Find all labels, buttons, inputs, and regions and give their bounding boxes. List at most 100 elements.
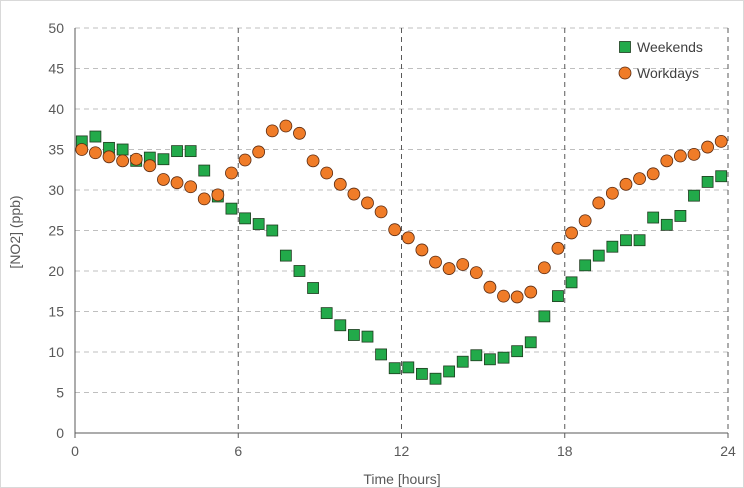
square-point — [388, 362, 401, 375]
square-point — [198, 164, 211, 177]
gridlines — [75, 27, 729, 433]
circle-point — [673, 149, 687, 163]
circle-point — [170, 176, 184, 190]
circle-point — [415, 243, 429, 257]
square-point — [470, 349, 483, 362]
circle-point — [129, 152, 143, 166]
square-point — [320, 307, 333, 320]
circle-point — [265, 124, 279, 138]
square-point — [266, 224, 279, 237]
circle-point — [660, 154, 674, 168]
circle-point — [687, 147, 701, 161]
legend-label-workdays: Workdays — [637, 65, 699, 81]
circle-point — [184, 180, 198, 194]
y-tick-label: 15 — [48, 304, 64, 320]
y-tick-label: 40 — [48, 101, 64, 117]
circle-point — [347, 187, 361, 201]
circle-point — [116, 154, 130, 168]
x-tick-label: 6 — [234, 443, 242, 459]
square-point — [116, 143, 129, 156]
y-tick-label: 35 — [48, 142, 64, 158]
circle-point — [537, 261, 551, 275]
square-point — [633, 234, 646, 247]
circle-point — [333, 177, 347, 191]
circle-point — [578, 214, 592, 228]
circle-point — [551, 241, 565, 255]
circle-point — [469, 266, 483, 280]
square-point — [456, 355, 469, 368]
data-points — [75, 119, 728, 385]
square-point — [701, 175, 714, 188]
y-tick-label: 50 — [48, 20, 64, 36]
y-tick-label: 10 — [48, 344, 64, 360]
square-point — [171, 145, 183, 158]
square-point — [293, 265, 306, 277]
circle-point — [442, 262, 456, 275]
square-point — [347, 329, 360, 341]
series-workdays — [75, 119, 728, 304]
circle-point — [714, 134, 728, 148]
circle-point — [510, 290, 524, 304]
circle-point — [225, 166, 238, 180]
circle-point — [238, 153, 252, 167]
circle-point — [89, 146, 102, 160]
legend: Weekends Workdays — [618, 39, 703, 81]
square-point — [443, 365, 456, 378]
square-point — [715, 170, 728, 183]
circle-point — [197, 192, 211, 206]
circle-point — [524, 285, 538, 299]
square-point — [497, 351, 510, 364]
legend-label-weekends: Weekends — [637, 39, 703, 55]
square-point — [688, 189, 700, 202]
circle-point — [75, 143, 89, 156]
square-point — [334, 319, 347, 332]
square-point — [89, 130, 102, 143]
circle-point — [401, 231, 415, 245]
series-weekends — [75, 130, 728, 385]
square-point — [184, 145, 197, 158]
x-tick-label: 12 — [394, 443, 410, 459]
circle-point — [279, 119, 293, 133]
square-point — [375, 348, 387, 361]
square-point — [592, 249, 605, 262]
square-point — [157, 153, 170, 166]
circle-point — [633, 172, 646, 186]
circle-point — [483, 280, 497, 294]
circle-point — [361, 196, 374, 210]
x-tick-label: 18 — [557, 443, 573, 459]
y-tick-label: 30 — [48, 182, 64, 198]
circle-point — [320, 166, 334, 180]
circle-point — [306, 154, 320, 168]
square-point — [538, 310, 551, 323]
square-point — [620, 234, 632, 247]
square-point — [361, 330, 374, 343]
legend-marker-weekends — [619, 41, 631, 53]
x-tick-label: 0 — [71, 443, 79, 459]
circle-point — [497, 289, 510, 303]
legend-marker-workdays — [618, 66, 632, 80]
square-point — [524, 336, 537, 349]
y-tick-labels: 0 5 10 15 20 25 30 35 40 45 50 — [48, 20, 64, 441]
square-point — [565, 276, 578, 289]
circle-point — [252, 145, 266, 159]
circle-point — [211, 188, 225, 202]
circle-point — [429, 255, 442, 269]
x-axis-title: Time [hours] — [363, 471, 440, 487]
square-point — [674, 210, 687, 222]
circle-point — [605, 186, 619, 200]
axes — [74, 28, 729, 438]
square-point — [252, 218, 265, 230]
circle-point — [619, 177, 633, 191]
circle-point — [701, 140, 714, 154]
y-axis-title: [NO2] (ppb) — [7, 195, 23, 268]
y-tick-label: 25 — [48, 223, 64, 239]
y-tick-label: 0 — [56, 425, 64, 441]
circle-point — [646, 167, 660, 181]
square-point — [307, 282, 319, 294]
square-point — [429, 372, 442, 385]
square-point — [279, 249, 292, 262]
square-point — [552, 290, 564, 303]
circle-point — [293, 126, 306, 140]
